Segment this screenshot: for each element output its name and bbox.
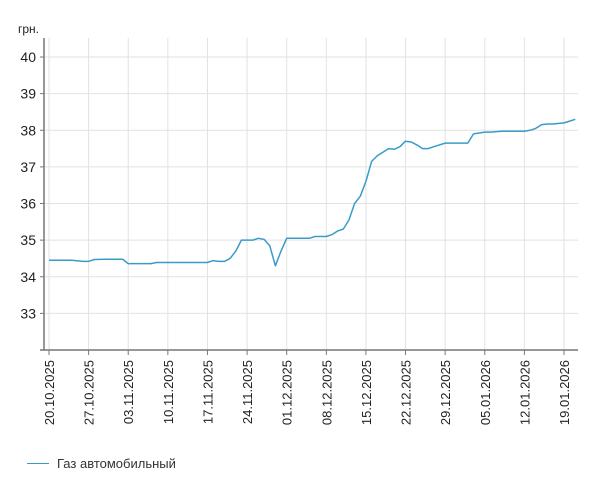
x-tick-label: 19.01.2026 (557, 360, 572, 425)
y-tick-label: 35 (20, 232, 36, 248)
x-axis: 20.10.2025 27.10.2025 03.11.2025 10.11.2025… (40, 349, 578, 425)
y-tick-label: 39 (20, 86, 36, 102)
x-tick-label: 15.12.2025 (359, 360, 374, 425)
x-tick-label: 12.01.2026 (517, 360, 532, 425)
x-tick-label: 03.11.2025 (121, 360, 136, 424)
y-tick-label: 40 (20, 49, 36, 65)
grid-lines (44, 38, 578, 350)
y-tick-label: 37 (20, 159, 36, 175)
y-tick-label: 33 (20, 305, 36, 321)
legend-label: Газ автомобильный (57, 456, 176, 471)
x-tick-label: 08.12.2025 (319, 360, 334, 425)
y-tick-label: 36 (20, 196, 36, 212)
series-line-gas (49, 118, 576, 267)
x-tick-label: 17.11.2025 (200, 360, 215, 424)
x-tick-label: 29.12.2025 (438, 360, 453, 425)
y-axis-unit-label: грн. (18, 22, 39, 36)
legend-line-icon (27, 463, 49, 464)
x-tick-label: 10.11.2025 (161, 360, 176, 424)
x-tick-label: 01.12.2025 (280, 360, 295, 425)
y-tick-label: 38 (20, 122, 36, 138)
legend: Газ автомобильный (27, 456, 176, 471)
y-tick-label: 34 (20, 269, 36, 285)
x-tick-label: 24.11.2025 (240, 360, 255, 424)
y-axis: 33 34 35 36 37 38 39 40 (20, 38, 45, 350)
x-tick-label: 20.10.2025 (42, 360, 57, 425)
x-tick-label: 22.12.2025 (399, 360, 414, 425)
x-tick-label: 05.01.2026 (478, 360, 493, 425)
x-tick-label: 27.10.2025 (82, 360, 97, 425)
